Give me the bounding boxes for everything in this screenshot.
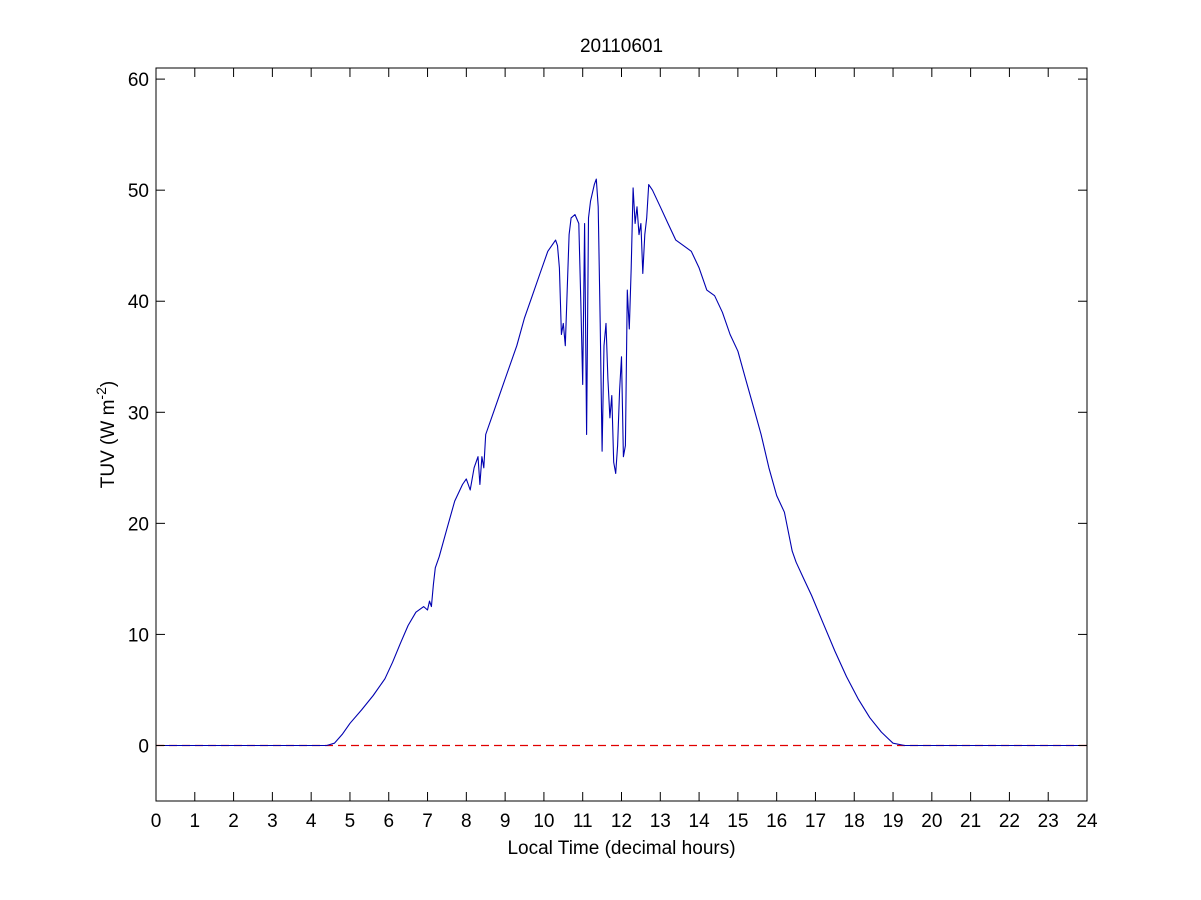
- x-tick-label: 8: [461, 811, 472, 832]
- tick-layer: 0 1 2 3 4 5 6 7 8 9 10 11 12 13 14 15 16 17 18 19 20 21 22 23 24…: [128, 68, 1098, 832]
- y-tick-label: 30: [128, 403, 149, 424]
- x-tick-label: 24: [1076, 811, 1098, 832]
- y-tick-label: 10: [128, 625, 149, 646]
- x-tick-label: 3: [267, 811, 278, 832]
- x-tick-label: 18: [844, 811, 865, 832]
- chart-title: 20110601: [580, 36, 663, 57]
- x-tick-label: 0: [151, 811, 162, 832]
- x-tick-label: 13: [650, 811, 671, 832]
- x-tick-label: 11: [573, 811, 593, 832]
- y-tick-label: 0: [138, 736, 149, 757]
- y-tick-label: 20: [128, 514, 149, 535]
- x-tick-label: 12: [611, 811, 632, 832]
- x-tick-label: 21: [960, 811, 981, 832]
- x-tick-label: 4: [306, 811, 317, 832]
- x-tick-label: 10: [533, 811, 554, 832]
- x-axis-label: Local Time (decimal hours): [507, 838, 735, 859]
- x-tick-label: 6: [383, 811, 394, 832]
- tuv-series-line: [156, 178, 1087, 747]
- x-tick-label: 9: [500, 811, 511, 832]
- y-axis-label-suffix: ): [98, 381, 119, 387]
- x-tick-label: 22: [999, 811, 1020, 832]
- x-tick-label: 23: [1038, 811, 1059, 832]
- x-tick-label: 2: [228, 811, 239, 832]
- y-axis-label-superscript: -2: [93, 387, 109, 400]
- x-tick-label: 14: [689, 811, 711, 832]
- x-tick-label: 16: [766, 811, 787, 832]
- y-tick-label: 40: [128, 292, 149, 313]
- y-axis-label-main: TUV (W m: [98, 400, 119, 489]
- x-tick-label: 19: [882, 811, 903, 832]
- x-tick-label: 7: [422, 811, 433, 832]
- x-tick-label: 17: [805, 811, 826, 832]
- y-tick-label: 60: [128, 70, 149, 91]
- x-tick-label: 15: [727, 811, 748, 832]
- y-tick-label: 50: [128, 181, 149, 202]
- x-tick-label: 5: [345, 811, 356, 832]
- y-axis-label: TUV (W m-2): [93, 381, 119, 488]
- x-tick-label: 1: [190, 811, 201, 832]
- series-layer: [156, 178, 1087, 747]
- x-tick-label: 20: [921, 811, 942, 832]
